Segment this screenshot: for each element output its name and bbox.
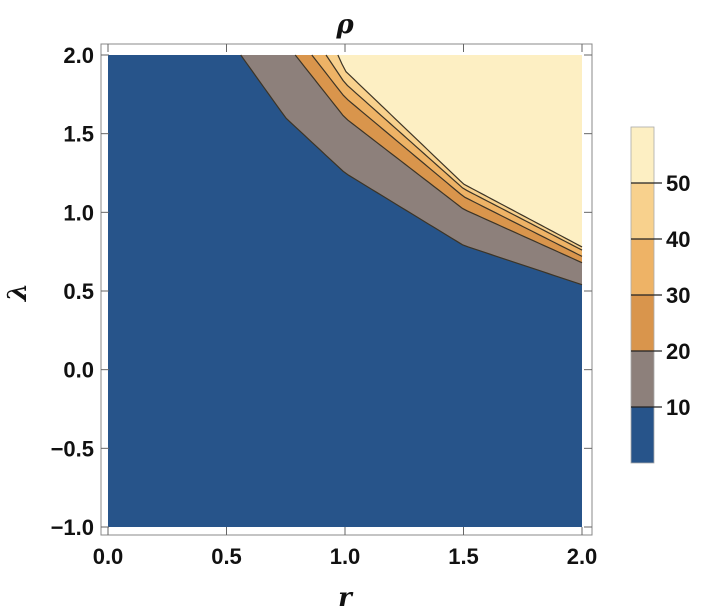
y-tick-label: 0.5: [63, 279, 94, 304]
colorbar-swatch: [631, 351, 654, 407]
region-level-5: [337, 55, 582, 247]
colorbar-label: 50: [666, 171, 690, 196]
colorbar-swatch: [631, 239, 654, 295]
colorbar-label: 10: [666, 395, 690, 420]
y-axis-label: λ: [3, 283, 33, 302]
colorbar-swatch: [631, 127, 654, 183]
x-tick-label: 1.0: [330, 544, 361, 569]
plot-frame: [100, 43, 593, 536]
contour-line-40: [325, 54, 583, 251]
colorbar-swatch: [631, 183, 654, 239]
contour-line-10: [240, 54, 583, 286]
y-axis-ticks: 2.0 1.5 1.0 0.5 0.0 −0.5 −1.0: [51, 43, 592, 540]
contour-line-20: [294, 54, 583, 264]
x-axis-label: r: [338, 583, 354, 613]
colorbar-swatch: [631, 295, 654, 351]
colorbar-label: 30: [666, 283, 690, 308]
colorbar-swatch: [631, 407, 654, 463]
y-tick-label: 1.5: [63, 122, 94, 147]
y-tick-label: 0.0: [63, 358, 94, 383]
contour-line-50: [337, 54, 583, 248]
y-tick-label: 2.0: [63, 43, 94, 68]
colorbar-legend: 50 40 30 20 10: [630, 126, 690, 464]
x-tick-label: 0.0: [93, 544, 124, 569]
x-tick-label: 2.0: [567, 544, 598, 569]
contour-regions: [108, 55, 582, 527]
colorbar-label: 20: [666, 339, 690, 364]
x-tick-label: 0.5: [211, 544, 242, 569]
y-tick-label: −1.0: [51, 515, 94, 540]
contour-line-30: [311, 54, 583, 257]
colorbar-label: 40: [666, 227, 690, 252]
contour-lines: [240, 54, 583, 286]
y-tick-label: 1.0: [63, 200, 94, 225]
x-axis-ticks: 0.0 0.5 1.0 1.5 2.0: [93, 44, 598, 569]
x-tick-label: 1.5: [448, 544, 479, 569]
chart-title: ρ: [335, 10, 354, 40]
y-tick-label: −0.5: [51, 436, 94, 461]
